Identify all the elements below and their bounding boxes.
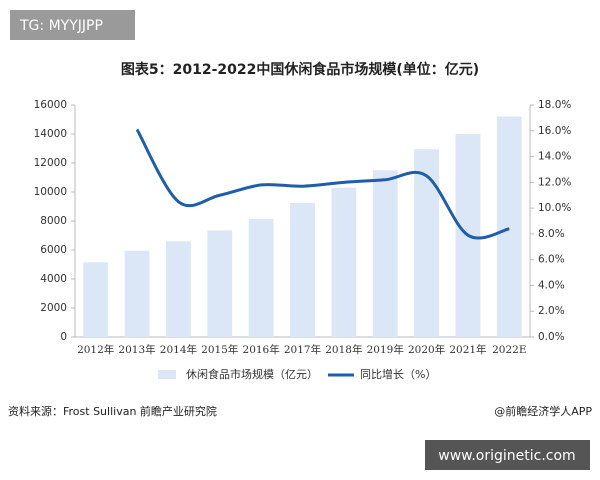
credit: @前瞻经济学人APP xyxy=(494,404,592,418)
y2-tick-label: 0.0% xyxy=(538,331,565,343)
x-tick-label: 2012年 xyxy=(77,343,114,356)
y-tick-label: 6000 xyxy=(40,244,67,256)
legend-label: 休闲食品市场规模（亿元） xyxy=(186,367,318,381)
y-tick-label: 10000 xyxy=(34,186,67,198)
y-tick-label: 2000 xyxy=(40,302,67,314)
y2-tick-label: 4.0% xyxy=(538,279,565,291)
x-tick-label: 2018年 xyxy=(325,343,362,356)
watermark-box xyxy=(10,10,135,40)
y2-tick-label: 16.0% xyxy=(538,125,571,137)
legend-swatch xyxy=(158,370,176,379)
x-tick-label: 2014年 xyxy=(160,343,197,356)
bar xyxy=(414,149,439,337)
bar xyxy=(166,241,191,337)
x-tick-label: 2017年 xyxy=(284,343,321,356)
bar xyxy=(83,262,109,337)
x-tick-label: 2019年 xyxy=(367,343,404,356)
y2-tick-label: 14.0% xyxy=(538,151,571,163)
y-tick-label: 12000 xyxy=(34,157,67,169)
x-tick-label: 2021年 xyxy=(449,343,486,356)
x-tick-label: 2022E xyxy=(492,344,526,356)
y2-tick-label: 12.0% xyxy=(538,176,571,188)
bar xyxy=(496,116,522,337)
watermark: TG: MYYJJPP xyxy=(19,18,103,34)
bar xyxy=(207,230,233,337)
y2-tick-label: 6.0% xyxy=(538,254,565,266)
bar xyxy=(290,202,315,337)
y2-tick-label: 8.0% xyxy=(538,228,565,240)
bar xyxy=(331,187,357,337)
x-tick-label: 2020年 xyxy=(408,343,445,356)
site: www.originetic.com xyxy=(438,448,575,464)
y2-tick-label: 18.0% xyxy=(538,99,571,111)
y-tick-label: 8000 xyxy=(40,215,67,227)
y-tick-label: 4000 xyxy=(40,273,67,285)
x-tick-label: 2015年 xyxy=(201,343,238,356)
y2-tick-label: 10.0% xyxy=(538,202,571,214)
source: 资料来源：Frost Sullivan 前瞻产业研究院 xyxy=(8,404,217,418)
x-tick-label: 2013年 xyxy=(118,343,155,356)
bar xyxy=(124,250,150,337)
site-box xyxy=(425,440,590,470)
y2-tick-label: 2.0% xyxy=(538,305,565,317)
x-tick-label: 2016年 xyxy=(243,343,280,356)
legend-label: 同比增长（%） xyxy=(360,367,436,381)
chart-title: 图表5：2012-2022中国休闲食品市场规模(单位：亿元) xyxy=(121,61,479,78)
bar xyxy=(248,218,274,337)
y-tick-label: 0 xyxy=(60,331,67,343)
y-tick-label: 14000 xyxy=(34,128,67,140)
y-tick-label: 16000 xyxy=(34,99,67,111)
bar xyxy=(372,170,398,337)
line xyxy=(135,128,510,240)
